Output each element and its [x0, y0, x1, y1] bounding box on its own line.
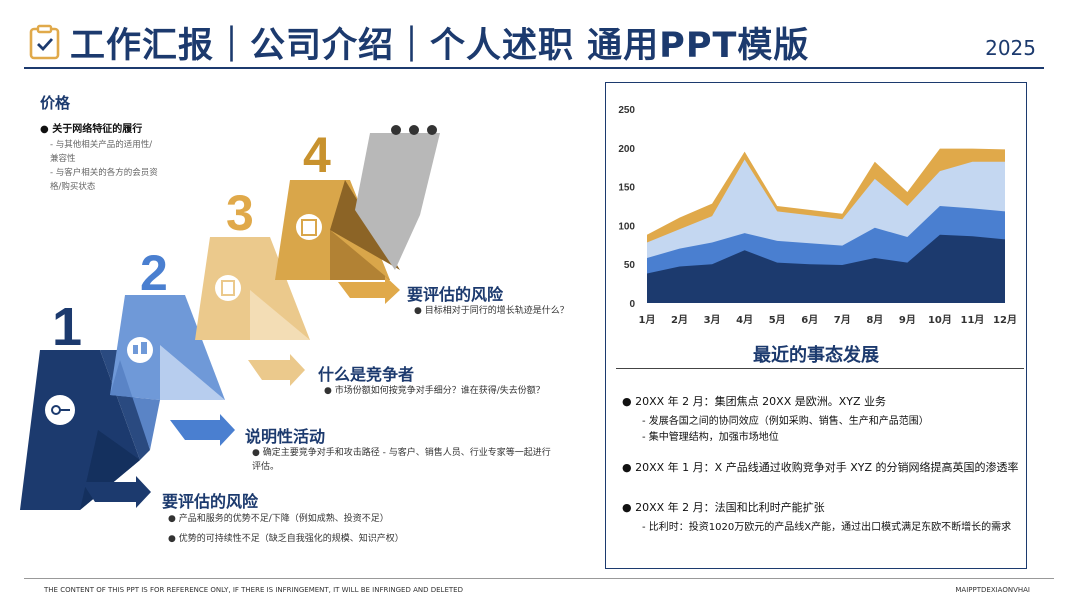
step-number-4: 4: [303, 127, 331, 183]
risk-label-bottom: 要评估的风险: [162, 492, 259, 511]
explanatory-desc: ● 确定主要竞争对手和攻击路径 - 与客户、销售人员、行业专家等一起进行评估。: [252, 448, 551, 472]
sub-bullet-1-text: 与其他相关产品的适用性/兼容性: [50, 140, 153, 164]
step-3-panel: [195, 237, 310, 340]
step-2-fold: [160, 345, 225, 400]
ellipsis-dot-1: [391, 125, 401, 135]
competitor-label: 什么是竞争者: [318, 365, 415, 384]
risk-desc-bottom-1-text: 产品和服务的优势不足/下降（例如成熟、投资不足）: [178, 514, 389, 524]
area-chart: 0 50 100 150 200 250 1月 2月 3月 4月 5月 6月 7月 8月 9月 10月 11月 1…: [618, 105, 1017, 326]
competitor-desc-text: 市场份额如何按竞争对手细分？谁在获得/失去份额？: [334, 386, 545, 396]
risk-desc-top: ● 目标相对于同行的增长轨迹是什么？: [414, 306, 569, 316]
risk-desc-top-text: 目标相对于同行的增长轨迹是什么？: [424, 306, 569, 316]
ellipsis-dot-2: [409, 125, 419, 135]
event-2: ● 20XX 年 1 月：X 产品线通过收购竞争对手 XYZ 的分销网络提高英国…: [622, 461, 1019, 474]
footer-disclaimer: THE CONTENT OF THIS PPT IS FOR REFERENCE…: [44, 586, 463, 594]
explanatory-label: 说明性活动: [245, 427, 326, 446]
step-2-panel: [110, 295, 225, 400]
risk-label-top: 要评估的风险: [407, 285, 504, 304]
y-tick-2: 100: [618, 221, 635, 232]
step-number-1: 1: [52, 297, 82, 357]
event-3-sub-1-text: 比利时：投资1020万欧元的产品线X产能，通过出口模式满足东欧不断增长的需求: [648, 522, 1012, 533]
clipboard-check-icon: [29, 24, 60, 60]
events-divider: [616, 368, 1024, 369]
x-tick-0: 1月: [639, 314, 656, 326]
x-tick-3: 4月: [736, 314, 753, 326]
sub-bullet-1: - 与其他相关产品的适用性/兼容性: [50, 140, 153, 164]
risk-desc-bottom-2-text: 优势的可持续性不足（缺乏自我强化的规模、知识产权）: [178, 534, 404, 544]
event-3: ● 20XX 年 2 月：法国和比利时产能扩张: [622, 501, 825, 514]
footer-divider: [24, 578, 1054, 579]
arrow-1: [82, 476, 151, 508]
sub-bullet-2: - 与客户相关的各方的会员资格/购买状态: [50, 168, 158, 192]
step-number-2: 2: [140, 245, 168, 301]
events-title: 最近的事态发展: [753, 345, 879, 366]
step-5-panel: [355, 133, 440, 270]
building-icon: [215, 275, 241, 301]
event-1-sub-1: - 发展各国之间的协同效应（例如采购、销售、生产和产品范围）: [642, 416, 929, 427]
x-tick-7: 8月: [866, 314, 883, 326]
y-tick-3: 150: [618, 183, 635, 194]
x-tick-5: 6月: [801, 314, 818, 326]
bullet-main-text: 关于网络特征的履行: [52, 124, 143, 135]
event-1-sub-2: - 集中管理结构，加强市场地位: [642, 432, 779, 443]
risk-desc-bottom-1: ● 产品和服务的优势不足/下降（例如成熟、投资不足）: [168, 514, 389, 524]
y-tick-4: 200: [618, 144, 635, 155]
buildings-icon: [127, 337, 153, 363]
event-1-sub-1-text: 发展各国之间的协同效应（例如采购、销售、生产和产品范围）: [648, 416, 929, 427]
y-tick-5: 250: [618, 105, 635, 116]
x-tick-10: 11月: [960, 314, 984, 326]
x-tick-1: 2月: [671, 314, 688, 326]
bullet-main: ● 关于网络特征的履行: [40, 124, 143, 135]
competitor-desc: ● 市场份额如何按竞争对手细分？谁在获得/失去份额？: [324, 386, 545, 396]
event-2-text: 20XX 年 1 月：X 产品线通过收购竞争对手 XYZ 的分销网络提高英国的渗…: [635, 461, 1019, 474]
year-label: 2025: [985, 36, 1036, 60]
x-tick-2: 3月: [704, 314, 721, 326]
arrow-4: [338, 276, 400, 304]
y-tick-0: 0: [629, 299, 635, 310]
event-1: ● 20XX 年 2 月：集团焦点 20XX 是欧洲。XYZ 业务: [622, 395, 887, 408]
event-3-sub-1: - 比利时：投资1020万欧元的产品线X产能，通过出口模式满足东欧不断增长的需求: [642, 522, 1012, 533]
event-1-sub-2-text: 集中管理结构，加强市场地位: [648, 432, 779, 443]
x-tick-8: 9月: [899, 314, 916, 326]
section-title: 价格: [40, 94, 71, 112]
step-number-3: 3: [226, 185, 254, 241]
risk-desc-bottom-2: ● 优势的可持续性不足（缺乏自我强化的规模、知识产权）: [168, 534, 404, 544]
event-1-text: 20XX 年 2 月：集团焦点 20XX 是欧洲。XYZ 业务: [635, 395, 887, 408]
ellipsis-dot-3: [427, 125, 437, 135]
area-series-4: [647, 234, 1005, 303]
event-3-text: 20XX 年 2 月：法国和比利时产能扩张: [635, 501, 825, 514]
office-icon: [296, 214, 322, 240]
step-3-fold: [250, 290, 310, 340]
footer-brand: MAIPPTDEXIAONVHAI: [955, 586, 1030, 594]
sub-bullet-2-text: 与客户相关的各方的会员资格/购买状态: [50, 168, 158, 192]
page-title: 工作汇报｜公司介绍｜个人述职 通用PPT模版: [70, 26, 810, 66]
x-tick-6: 7月: [834, 314, 851, 326]
arrow-2: [170, 414, 235, 446]
arrow-3: [248, 354, 305, 386]
x-tick-9: 10月: [928, 314, 952, 326]
header-divider: [24, 67, 1044, 69]
explanatory-desc-text: 确定主要竞争对手和攻击路径 - 与客户、销售人员、行业专家等一起进行评估。: [252, 448, 551, 472]
y-tick-1: 50: [624, 260, 636, 271]
step-1-side: [100, 350, 150, 460]
x-tick-11: 12月: [993, 314, 1017, 326]
x-tick-4: 5月: [769, 314, 786, 326]
staircase-graphic: 1 2 3 4: [20, 125, 440, 510]
chart-panel: [605, 82, 1027, 569]
step-4-fold: [330, 230, 390, 280]
